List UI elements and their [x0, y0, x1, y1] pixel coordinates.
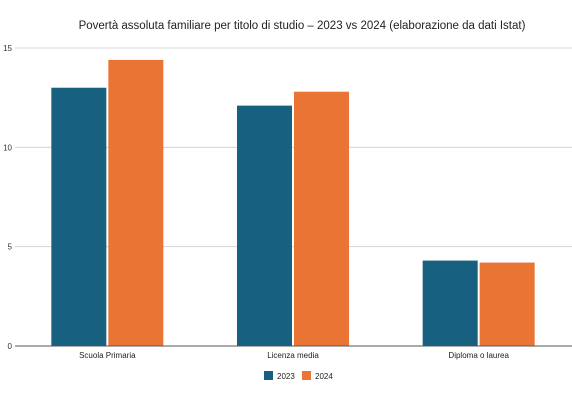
- bars: [51, 59, 535, 347]
- y-tick-label: 10: [3, 143, 12, 152]
- x-category-label: Scuola Primaria: [79, 351, 136, 360]
- legend: 2023 2024: [264, 371, 333, 381]
- legend-label: 2023: [277, 372, 295, 381]
- bar-2023-2: [237, 105, 292, 346]
- x-category-label: Diploma o laurea: [448, 351, 509, 360]
- y-tick-label: 5: [8, 243, 13, 252]
- gridlines: [15, 47, 572, 248]
- axes: 0 5 10 15 Scuola Primaria Licenza media Diplom…: [3, 44, 572, 360]
- bar-2024-2: [294, 91, 349, 346]
- legend-label: 2024: [315, 372, 333, 381]
- y-tick-label: 0: [8, 342, 13, 351]
- bar-2024-1: [108, 59, 164, 347]
- y-tick-label: 15: [3, 44, 12, 53]
- legend-swatch: [302, 371, 311, 380]
- legend-swatch: [264, 371, 273, 380]
- bar-2023-1: [51, 87, 107, 346]
- x-category-label: Licenza media: [267, 351, 319, 360]
- chart-title: Povertà assoluta familiare per titolo di…: [79, 20, 526, 32]
- bar-2024-3: [479, 262, 535, 346]
- bar-2023-3: [422, 260, 478, 346]
